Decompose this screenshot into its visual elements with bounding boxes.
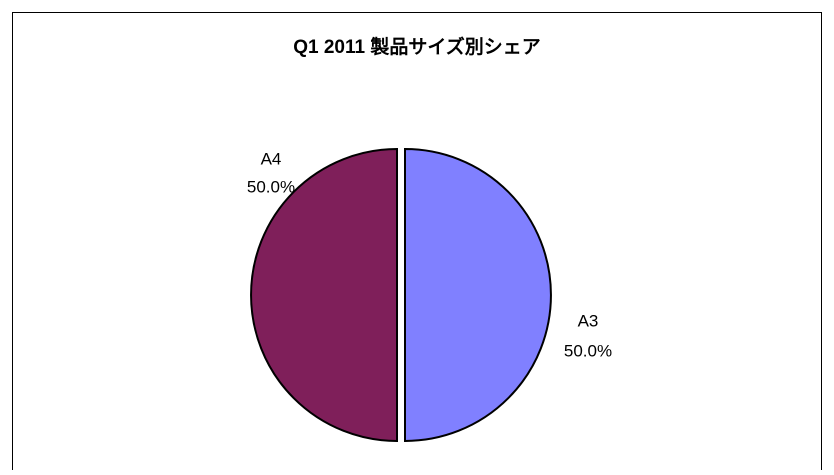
slice-category-label: A3 [578,311,599,330]
slice-value-label: 50.0% [564,341,612,360]
pie-slice [404,147,552,443]
slice-value-label: 50.0% [247,177,295,196]
pie-slice [250,147,398,443]
slice-category-label: A4 [261,149,282,168]
chart-title: Q1 2011 製品サイズ別シェア [293,35,541,58]
